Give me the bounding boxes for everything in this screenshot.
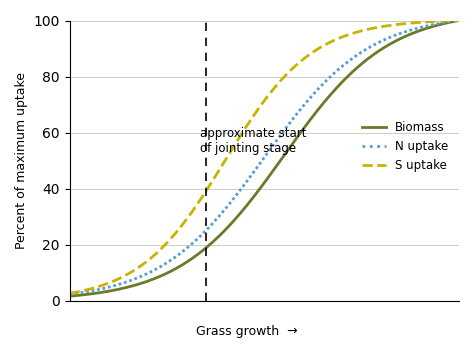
Line: N uptake: N uptake — [70, 20, 459, 294]
N uptake — [68, 292, 74, 296]
S uptake — [297, 60, 303, 64]
S uptake — [67, 291, 73, 295]
Biomass — [299, 129, 304, 134]
N uptake — [67, 292, 73, 296]
S uptake — [456, 18, 462, 22]
S uptake — [395, 22, 401, 27]
Line: Biomass: Biomass — [70, 20, 459, 296]
Biomass — [68, 294, 74, 298]
Biomass — [456, 18, 462, 22]
N uptake — [305, 98, 311, 102]
Text: approximate start
of jointing stage: approximate start of jointing stage — [200, 127, 307, 155]
Biomass — [67, 294, 73, 298]
Y-axis label: Percent of maximum uptake: Percent of maximum uptake — [15, 72, 28, 249]
N uptake — [456, 18, 462, 22]
Text: Grass growth  →: Grass growth → — [196, 325, 297, 338]
Biomass — [305, 121, 311, 125]
Biomass — [297, 131, 303, 135]
N uptake — [395, 32, 401, 36]
N uptake — [419, 25, 425, 29]
S uptake — [419, 20, 425, 24]
S uptake — [305, 53, 311, 58]
N uptake — [299, 106, 304, 110]
Line: S uptake: S uptake — [70, 20, 459, 293]
Biomass — [419, 28, 425, 32]
S uptake — [299, 59, 304, 63]
N uptake — [297, 108, 303, 112]
Biomass — [395, 38, 401, 42]
Legend: Biomass, N uptake, S uptake: Biomass, N uptake, S uptake — [357, 117, 453, 177]
S uptake — [68, 291, 74, 295]
